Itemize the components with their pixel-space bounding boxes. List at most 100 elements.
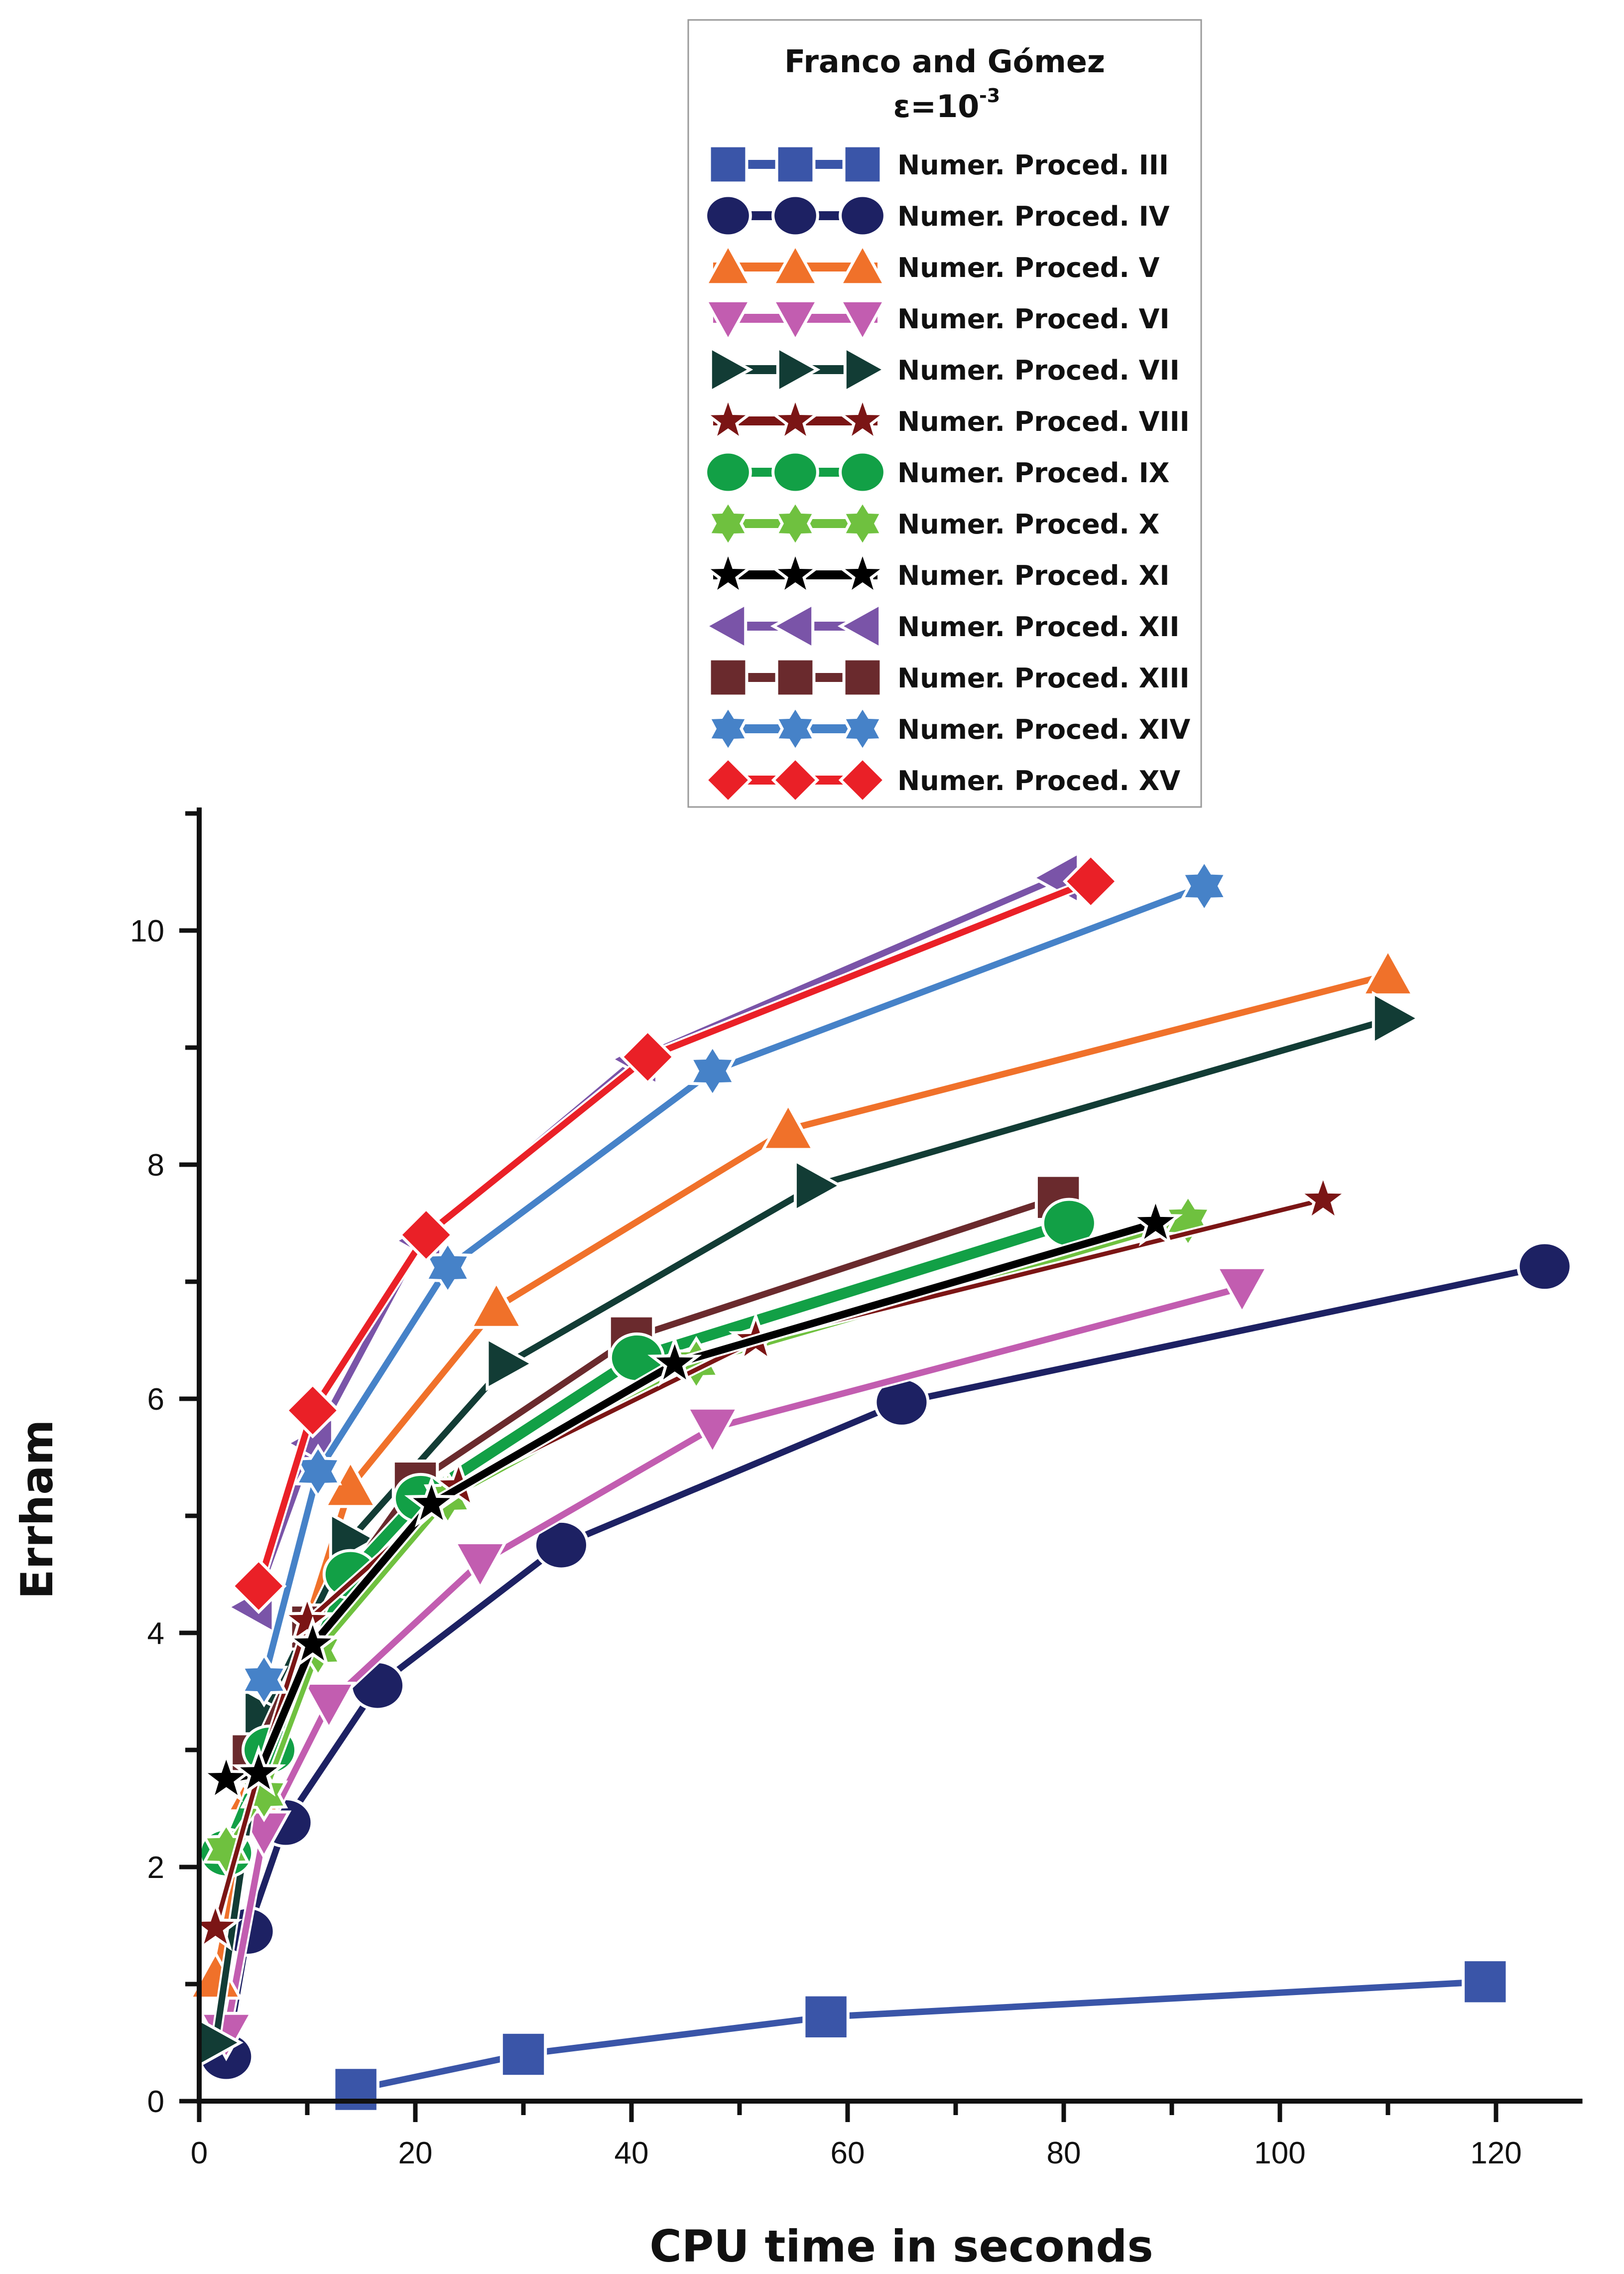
legend-marker: [709, 345, 753, 395]
y-tick-label: 2: [147, 1851, 164, 1885]
legend-entry: Numer. Proced. III: [708, 144, 1169, 185]
data-point: [398, 1206, 454, 1263]
legend-marker: [839, 450, 886, 494]
y-axis-title: Errham: [11, 1420, 63, 1600]
series-line: [260, 883, 1206, 1681]
legend-entry: Numer. Proced. VI: [703, 299, 1170, 344]
data-point: [1214, 1266, 1270, 1316]
legend-label: Numer. Proced. XIV: [897, 714, 1190, 745]
series-numer-proced-xi: [199, 1195, 1183, 1803]
legend-marker: [773, 499, 817, 548]
series-numer-proced-iv: [198, 1241, 1573, 2082]
series-numer-proced-iii: [332, 1958, 1509, 2113]
data-point: [486, 1336, 535, 1391]
legend-marker: [706, 499, 750, 548]
legend-subtitle-exponent: -3: [979, 85, 1000, 107]
legend: Franco and Gómez ε=10 -3 Numer. Proced. …: [687, 19, 1202, 808]
legend-marker: [773, 704, 817, 754]
data-point: [647, 1335, 702, 1387]
series-line: [223, 1284, 1243, 2034]
legend-label: Numer. Proced. X: [897, 509, 1159, 540]
legend-marker: [842, 657, 883, 698]
data-point: [802, 1993, 850, 2041]
legend-entry: Numer. Proced. XIV: [706, 704, 1190, 754]
legend-marker: [775, 144, 816, 185]
data-point: [1180, 858, 1229, 914]
y-tick-label: 8: [147, 1148, 164, 1183]
data-point: [280, 1593, 335, 1645]
data-point: [240, 1652, 288, 1708]
legend-marker: [842, 144, 883, 185]
x-tick-label: 20: [398, 2136, 433, 2170]
series-numer-proced-v: [188, 947, 1416, 2000]
legend-marker: [775, 657, 816, 698]
y-tick-label: 4: [147, 1616, 164, 1651]
legend-marker: [708, 657, 749, 698]
data-point: [1360, 947, 1416, 997]
y-tick-label: 10: [130, 914, 164, 948]
series-numer-proced-xii: [225, 850, 1080, 1635]
legend-marker: [702, 547, 754, 597]
legend-marker: [703, 601, 748, 651]
legend-marker: [706, 704, 750, 754]
series-line: [355, 1978, 1486, 2093]
legend-marker: [838, 242, 887, 286]
legend-entry: Numer. Proced. IX: [704, 450, 1169, 494]
legend-label: Numer. Proced. IV: [897, 201, 1170, 232]
legend-label: Numer. Proced. XIII: [897, 663, 1190, 694]
data-point: [1516, 1241, 1573, 1292]
series-line-outline: [253, 876, 1093, 1588]
legend-label: Numer. Proced. XI: [897, 560, 1169, 591]
legend-title: Franco and Gómez: [784, 43, 1105, 80]
y-tick-label: 0: [147, 2085, 164, 2119]
data-point: [1063, 853, 1119, 910]
legend-label: Numer. Proced. XII: [897, 611, 1180, 643]
legend-entries: Numer. Proced. III Numer. Proced. IV Numer…: [702, 144, 1190, 804]
data-point: [793, 1158, 844, 1213]
legend-marker: [704, 756, 752, 804]
y-tick-label: 6: [147, 1382, 164, 1417]
legend-marker: [838, 299, 887, 344]
x-tick-label: 40: [615, 2136, 649, 2170]
legend-marker: [769, 393, 822, 443]
data-point: [1296, 1171, 1351, 1223]
legend-entry: Numer. Proced. IV: [704, 194, 1170, 238]
legend-marker: [839, 194, 886, 238]
legend-entry: Numer. Proced. XI: [702, 547, 1169, 597]
legend-marker: [704, 194, 752, 238]
data-point: [760, 1101, 816, 1151]
data-point: [1462, 1958, 1509, 2006]
legend-marker: [769, 547, 822, 597]
data-point: [231, 1744, 286, 1797]
legend-marker: [770, 242, 820, 286]
series-line: [255, 878, 1092, 1587]
data-point: [301, 1682, 357, 1732]
x-tick-label: 0: [191, 2136, 208, 2170]
data-point: [469, 1279, 524, 1329]
data-point: [500, 2030, 547, 2078]
series-line: [212, 972, 1389, 1979]
legend-marker: [841, 704, 884, 754]
data-point: [688, 1043, 737, 1099]
legend-marker: [836, 393, 889, 443]
legend-marker: [702, 393, 754, 443]
x-tick-label: 60: [831, 2136, 865, 2170]
legend-marker: [837, 601, 882, 651]
legend-label: Numer. Proced. VI: [897, 303, 1170, 335]
legend-entry: Numer. Proced. VIII: [702, 393, 1190, 443]
x-tick-label: 80: [1047, 2136, 1081, 2170]
legend-marker: [838, 756, 887, 804]
legend-label: Numer. Proced. VII: [897, 355, 1180, 386]
legend-label: Numer. Proced. V: [897, 252, 1160, 283]
legend-label: Numer. Proced. III: [897, 149, 1169, 181]
legend-entry: Numer. Proced. VII: [709, 345, 1180, 395]
legend-marker: [703, 242, 753, 286]
legend-label: Numer. Proced. XV: [897, 765, 1180, 797]
data-point: [620, 1029, 676, 1085]
legend-marker: [704, 450, 752, 494]
series-numer-proced-vi: [199, 1266, 1270, 2061]
x-axis-title: CPU time in seconds: [649, 2221, 1153, 2272]
legend-marker: [703, 299, 753, 344]
data-point: [453, 1541, 508, 1591]
